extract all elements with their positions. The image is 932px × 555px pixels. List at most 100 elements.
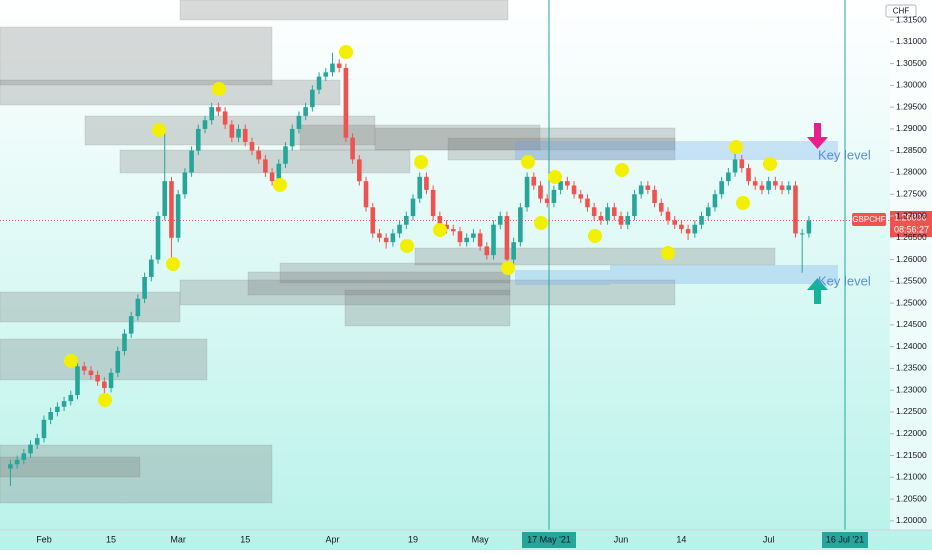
candle-body <box>357 159 362 182</box>
candle-body <box>437 216 443 225</box>
y-tick-label: 1.30500 <box>896 58 927 68</box>
candle-body <box>652 189 657 203</box>
candle-body <box>149 259 154 277</box>
y-tick-label: 1.30000 <box>896 80 927 90</box>
candle-body <box>343 67 349 138</box>
candle-body <box>799 233 805 235</box>
candle-body <box>323 72 329 77</box>
candle-body <box>209 107 214 121</box>
candle-body <box>242 128 248 142</box>
candle-body <box>565 181 570 186</box>
candle-body <box>544 198 550 203</box>
candle-body <box>444 224 449 230</box>
candle-body <box>524 176 530 208</box>
candle-body <box>705 207 711 217</box>
candle-body <box>484 246 490 256</box>
candle-body <box>383 237 389 243</box>
candle-body <box>806 220 812 234</box>
candle-body <box>504 216 510 260</box>
annotation: Key level <box>818 273 871 288</box>
candle-body <box>739 159 745 169</box>
x-tick-label: Mar <box>170 534 186 544</box>
candle-body <box>658 202 664 212</box>
candle-body <box>88 370 94 375</box>
candle-body <box>68 394 74 402</box>
candles <box>8 52 812 487</box>
candle-body <box>377 233 382 238</box>
annotation: Key level <box>818 147 871 162</box>
x-tick-label: 15 <box>240 534 250 544</box>
candle-body <box>477 233 483 247</box>
y-tick-label: 1.26000 <box>896 254 927 264</box>
x-tick-label: May <box>472 534 490 544</box>
candle-body <box>108 372 114 389</box>
zones <box>0 0 838 504</box>
candle-body <box>773 181 778 186</box>
arrow-up <box>807 278 828 304</box>
candle-body <box>169 181 174 238</box>
candle-body <box>21 453 27 460</box>
currency: CHF <box>893 7 910 16</box>
currency-box <box>885 4 917 18</box>
candle-body <box>645 185 651 190</box>
candle-body <box>95 374 100 382</box>
y-tick-label: 1.23000 <box>896 384 927 394</box>
candle-body <box>249 141 255 151</box>
countdown: 08:56:27 <box>894 224 929 234</box>
candle-body <box>424 176 429 190</box>
candle-body <box>14 459 20 465</box>
candle-body <box>685 229 691 234</box>
candle-body <box>216 107 221 112</box>
candle-body <box>759 185 765 190</box>
y-tick-label: 1.22000 <box>896 428 927 438</box>
candle-body <box>605 207 610 221</box>
y-tick-label: 1.28000 <box>896 167 927 177</box>
date-highlight <box>522 532 576 548</box>
candle-body <box>390 233 396 243</box>
candle-body <box>28 444 33 454</box>
y-tick-label: 1.21500 <box>896 450 927 460</box>
candle-body <box>712 194 718 208</box>
y-tick-label: 1.25000 <box>896 297 927 307</box>
candle-body <box>786 185 792 190</box>
candle-body <box>403 216 409 225</box>
candle-body <box>55 406 60 412</box>
candle-body <box>330 63 335 73</box>
candle-body <box>585 198 590 208</box>
candle-body <box>48 411 53 420</box>
candle-body <box>632 194 637 217</box>
y-tick-label: 1.29500 <box>896 101 927 111</box>
candle-body <box>289 128 295 147</box>
y-tick-label: 1.27500 <box>896 188 927 198</box>
candle-body <box>296 115 302 129</box>
candle-body <box>665 211 671 221</box>
y-tick-label: 1.31500 <box>896 14 927 24</box>
date-highlight <box>822 532 868 548</box>
candle-body <box>571 185 577 195</box>
candle-body <box>598 216 604 221</box>
y-tick-label: 1.25500 <box>896 276 927 286</box>
candle-body <box>229 124 235 138</box>
candle-body <box>699 216 704 225</box>
candle-body <box>189 150 194 173</box>
candle-body <box>303 107 308 116</box>
candle-body <box>222 111 228 125</box>
candle-body <box>102 381 107 389</box>
candle-body <box>726 172 731 182</box>
candle-body <box>363 181 369 208</box>
y-tick-label: 1.27000 <box>896 210 927 220</box>
candle-body <box>511 242 516 260</box>
candle-body <box>752 181 758 186</box>
y-tick-label: 1.29000 <box>896 123 927 133</box>
candle-body <box>155 216 161 260</box>
candle-body <box>195 128 201 151</box>
candle-body <box>34 438 40 445</box>
candle-body <box>464 237 469 243</box>
candle-body <box>61 401 67 407</box>
candle-body <box>316 76 322 90</box>
candle-body <box>283 146 288 164</box>
candle-body <box>692 224 698 234</box>
x-tick-label: Jul <box>763 534 775 544</box>
